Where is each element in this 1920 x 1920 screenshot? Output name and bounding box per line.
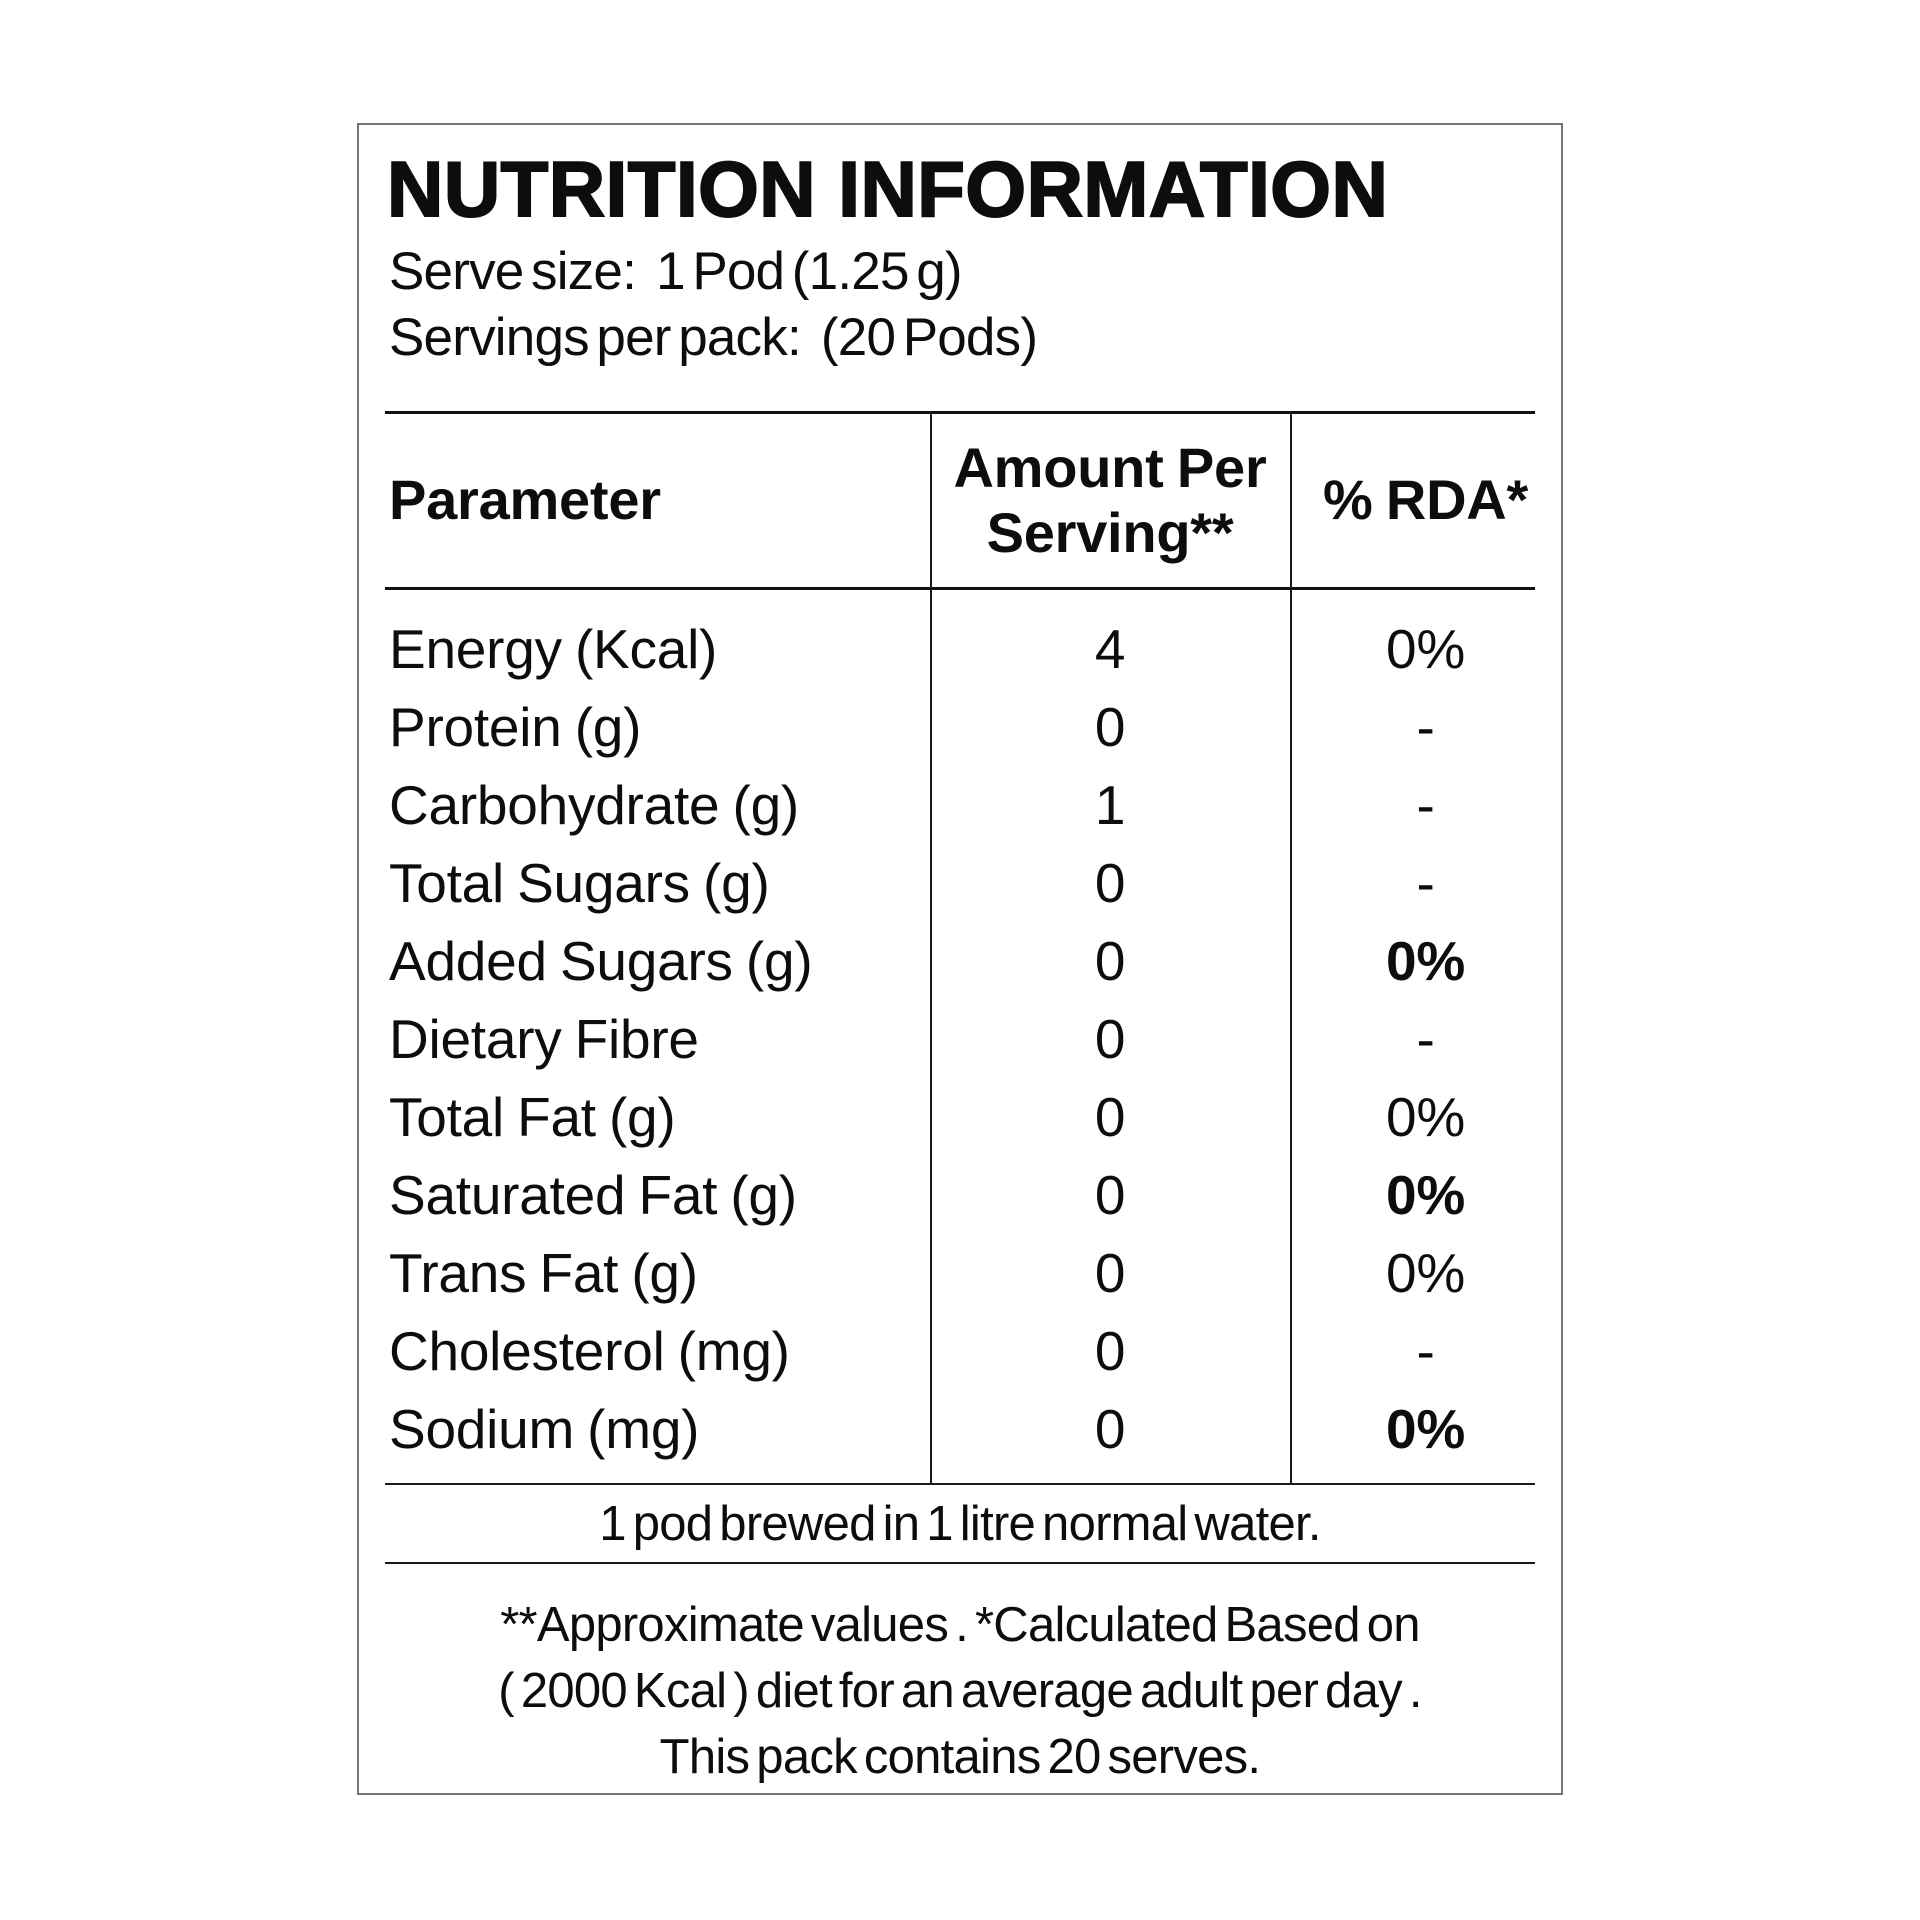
amount-cell: 0 [1094, 1398, 1126, 1460]
parameter-cell: Saturated Fat (g) [389, 1164, 797, 1226]
column-header-amount-per-serving: Amount Per Serving** [953, 436, 1267, 564]
parameter-cell: Protein (g) [389, 696, 642, 758]
column-header-parameter: Parameter [389, 468, 661, 532]
rda-cell: - [1416, 774, 1435, 836]
rda-cell: 0% [1385, 618, 1465, 680]
rda-cell: 0% [1385, 1398, 1465, 1460]
rule-below-body [385, 1483, 1535, 1485]
parameter-cell: Dietary Fibre [389, 1008, 699, 1070]
footnote-line-2: ( 2000 Kcal ) diet for an average adult … [498, 1664, 1422, 1718]
table-row: Total Fat (g) 0 0% [359, 1078, 1561, 1156]
footnote-line-1: **Approximate values . *Calculated Based… [500, 1598, 1420, 1652]
column-divider-1 [930, 411, 932, 1485]
amount-cell: 0 [1094, 1086, 1126, 1148]
rda-cell: 0% [1385, 1242, 1465, 1304]
servings-label: Servings per pack: [389, 308, 802, 367]
amount-cell: 0 [1094, 930, 1126, 992]
table-row: Carbohydrate (g) 1 - [359, 766, 1561, 844]
table-header: Parameter Amount Per Serving** % RDA* [359, 414, 1561, 587]
table-row: Added Sugars (g) 0 0% [359, 922, 1561, 1000]
footnote-line-3: This pack contains 20 serves. [659, 1730, 1261, 1784]
servings-line: Servings per pack: (20 Pods) [389, 307, 1535, 369]
table-row: Trans Fat (g) 0 0% [359, 1234, 1561, 1312]
table-row: Total Sugars (g) 0 - [359, 844, 1561, 922]
rda-cell: 0% [1385, 1164, 1465, 1226]
amount-cell: 0 [1094, 1008, 1126, 1070]
table-row: Saturated Fat (g) 0 0% [359, 1156, 1561, 1234]
amount-cell: 4 [1094, 618, 1126, 680]
footnotes: **Approximate values . *Calculated Based… [359, 1564, 1561, 1790]
amount-cell: 0 [1094, 1242, 1126, 1304]
serve-size-value: 1 Pod (1.25 g) [656, 242, 962, 301]
nutrition-rows: Energy (Kcal) 4 0% Protein (g) 0- Carbohydrat… [359, 590, 1561, 1483]
parameter-cell: Trans Fat (g) [389, 1242, 698, 1304]
table-row: Cholesterol (mg) 0 - [359, 1312, 1561, 1390]
table-row: Protein (g) 0 - [359, 688, 1561, 766]
rda-cell: - [1416, 1008, 1435, 1070]
rule-above-header [385, 411, 1535, 414]
column-header-rda: % RDA* [1322, 468, 1529, 532]
rda-cell: 0% [1385, 930, 1465, 992]
rule-below-header [385, 587, 1535, 590]
parameter-cell: Total Sugars (g) [389, 852, 770, 914]
amount-cell: 0 [1094, 852, 1126, 914]
servings-value: (20 Pods) [820, 308, 1038, 367]
amount-cell: 0 [1094, 1320, 1126, 1382]
amount-cell: 0 [1094, 696, 1126, 758]
rda-cell: - [1416, 696, 1435, 758]
parameter-cell: Sodium (mg) [389, 1398, 700, 1460]
serve-size-label: Serve size: [389, 242, 637, 301]
table-row: Energy (Kcal) 4 0% [359, 610, 1561, 688]
table-row: Dietary Fibre 0 - [359, 1000, 1561, 1078]
parameter-cell: Added Sugars (g) [389, 930, 813, 992]
parameter-cell: Total Fat (g) [389, 1086, 676, 1148]
rda-cell: 0% [1385, 1086, 1465, 1148]
amount-cell: 1 [1094, 774, 1126, 836]
label-title: NUTRITION INFORMATION [386, 145, 1389, 233]
table-row: Sodium (mg) 0 0% [359, 1390, 1561, 1468]
serve-size-line: Serve size: 1 Pod (1.25 g) [389, 241, 1535, 303]
rda-cell: - [1416, 1320, 1435, 1382]
rule-below-brew-note [385, 1562, 1535, 1564]
parameter-cell: Carbohydrate (g) [389, 774, 799, 836]
rda-cell: - [1416, 852, 1435, 914]
nutrition-label: NUTRITION INFORMATION Serve size: 1 Pod (… [357, 123, 1563, 1795]
amount-cell: 0 [1094, 1164, 1126, 1226]
parameter-cell: Energy (Kcal) [389, 618, 718, 680]
parameter-cell: Cholesterol (mg) [389, 1320, 790, 1382]
column-divider-2 [1290, 411, 1292, 1485]
brew-note: 1 pod brewed in 1 litre normal water. [599, 1496, 1321, 1551]
